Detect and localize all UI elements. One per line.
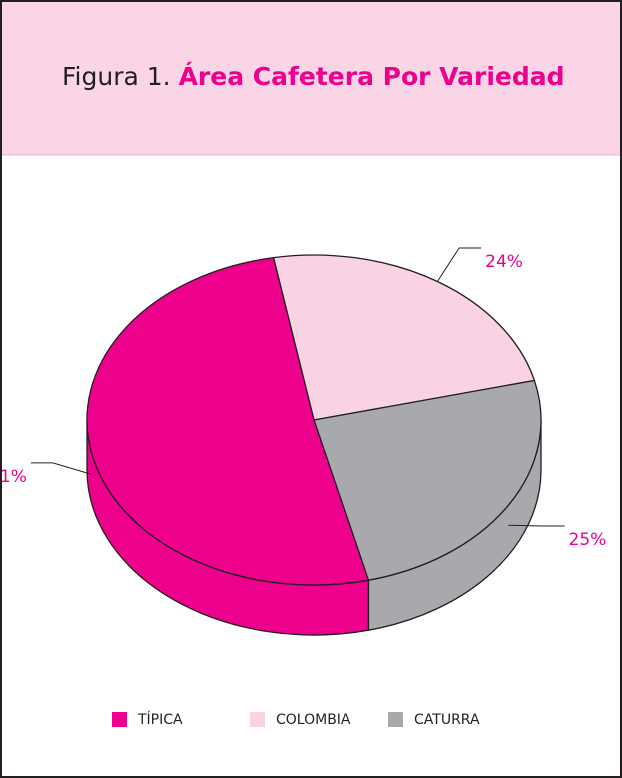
chart-title: Figura 1. Área Cafetera Por Variedad: [62, 62, 565, 91]
legend-swatch: [388, 712, 403, 727]
legend-label: COLOMBIA: [276, 712, 351, 728]
legend-label: TÍPICA: [137, 711, 183, 728]
header-band: [2, 2, 620, 155]
leader-line: [508, 524, 565, 527]
legend-swatch: [112, 712, 127, 727]
pie-slice: [86, 256, 370, 586]
leader-line: [30, 462, 93, 475]
leader-line: [436, 247, 482, 282]
legend-label: CATURRA: [414, 712, 480, 728]
pie-slice: [272, 254, 536, 421]
data-label: 24%: [485, 252, 523, 272]
title-main: Área Cafetera Por Variedad: [179, 62, 565, 91]
pie-slice: [313, 379, 542, 581]
title-prefix: Figura 1.: [62, 62, 171, 91]
data-label: 25%: [569, 530, 607, 550]
data-label: 51%: [0, 467, 27, 487]
legend-swatch: [250, 712, 265, 727]
